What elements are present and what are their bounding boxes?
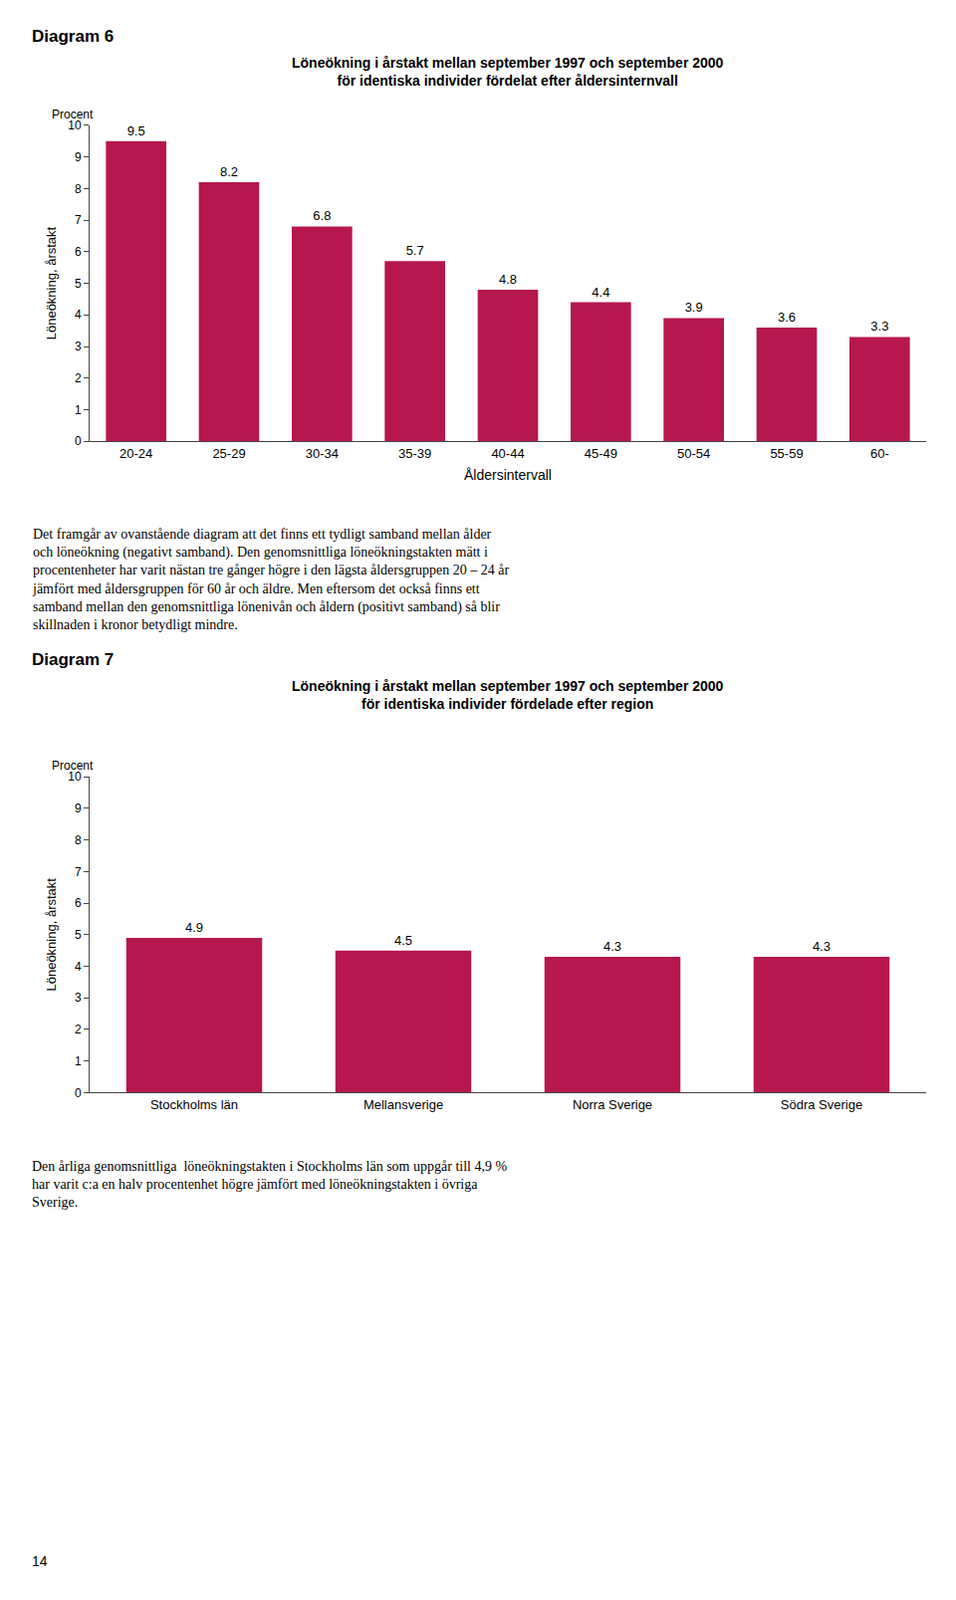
svg-text:3.3: 3.3 <box>870 318 889 334</box>
svg-text:40-44: 40-44 <box>490 446 524 462</box>
svg-text:3.6: 3.6 <box>777 309 796 325</box>
svg-text:Löneökning, årstakt: Löneökning, årstakt <box>43 226 59 340</box>
svg-text:Diagram 6: Diagram 6 <box>31 26 114 46</box>
svg-text:Mellansverige: Mellansverige <box>363 1097 444 1113</box>
svg-text:7: 7 <box>74 213 82 228</box>
svg-text:Löneökning i årstakt mellan se: Löneökning i årstakt mellan september 19… <box>291 54 724 89</box>
svg-text:6: 6 <box>74 896 82 911</box>
svg-text:5: 5 <box>74 276 82 291</box>
svg-text:6: 6 <box>74 244 82 259</box>
svg-text:4.3: 4.3 <box>603 939 622 955</box>
svg-text:50-54: 50-54 <box>677 446 711 462</box>
svg-text:1: 1 <box>74 403 82 418</box>
svg-text:20-24: 20-24 <box>119 446 153 462</box>
svg-text:0: 0 <box>74 1086 82 1101</box>
svg-text:3.9: 3.9 <box>685 299 704 315</box>
svg-text:2: 2 <box>74 371 82 386</box>
svg-text:7: 7 <box>74 865 82 880</box>
svg-text:30-34: 30-34 <box>305 446 339 462</box>
svg-text:4: 4 <box>74 307 82 322</box>
svg-text:60-: 60- <box>870 446 890 462</box>
svg-text:25-29: 25-29 <box>212 446 245 462</box>
svg-text:Södra Sverige: Södra Sverige <box>780 1097 863 1113</box>
svg-text:Procent: Procent <box>51 758 94 773</box>
svg-text:Diagram 7: Diagram 7 <box>31 650 114 670</box>
svg-text:3: 3 <box>74 990 82 1005</box>
svg-text:Det framgår av ovanstående dia: Det framgår av ovanstående diagram att d… <box>31 526 509 633</box>
svg-text:35-39: 35-39 <box>398 446 432 462</box>
svg-text:5.7: 5.7 <box>406 242 425 258</box>
svg-text:8: 8 <box>74 182 82 197</box>
svg-text:2: 2 <box>74 1022 82 1037</box>
svg-text:5: 5 <box>74 928 82 943</box>
svg-text:4.5: 4.5 <box>394 933 413 949</box>
svg-text:8.2: 8.2 <box>220 164 239 180</box>
svg-text:4.4: 4.4 <box>591 284 610 300</box>
svg-text:1: 1 <box>74 1054 82 1069</box>
svg-text:8: 8 <box>74 833 82 848</box>
svg-text:14: 14 <box>31 1553 48 1570</box>
svg-text:Löneökning i årstakt mellan se: Löneökning i årstakt mellan september 19… <box>291 678 724 713</box>
svg-text:10: 10 <box>67 118 82 133</box>
svg-text:6.8: 6.8 <box>312 208 331 224</box>
svg-text:4: 4 <box>74 959 82 974</box>
svg-text:0: 0 <box>74 434 82 449</box>
svg-text:3: 3 <box>74 339 82 354</box>
svg-text:4.9: 4.9 <box>185 920 204 936</box>
svg-text:9.5: 9.5 <box>127 123 146 139</box>
svg-text:Åldersintervall: Åldersintervall <box>464 467 552 483</box>
svg-text:55-59: 55-59 <box>769 446 803 462</box>
svg-text:Stockholms län: Stockholms län <box>150 1097 239 1113</box>
svg-text:Löneökning, årstakt: Löneökning, årstakt <box>43 878 59 992</box>
svg-text:45-49: 45-49 <box>584 446 618 462</box>
svg-text:9: 9 <box>74 801 82 816</box>
svg-text:Procent: Procent <box>51 107 94 122</box>
svg-text:4.3: 4.3 <box>812 939 831 955</box>
svg-text:Den årliga genomsnittliga lön: Den årliga genomsnittliga löneökningstak… <box>31 1159 507 1210</box>
svg-text:Norra Sverige: Norra Sverige <box>572 1097 653 1113</box>
svg-text:4.8: 4.8 <box>498 271 517 287</box>
svg-text:10: 10 <box>67 769 82 784</box>
svg-text:9: 9 <box>74 150 82 165</box>
